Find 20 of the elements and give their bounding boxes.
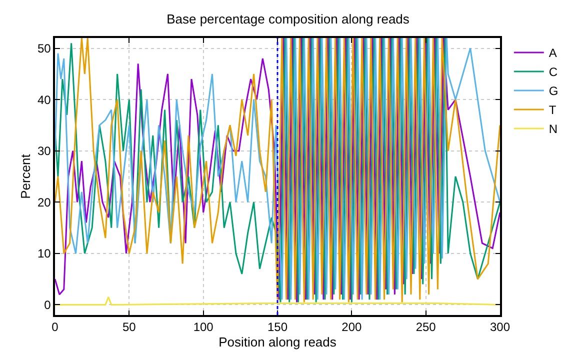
y-tick-label: 20: [37, 195, 52, 210]
y-tick-label: 10: [37, 246, 52, 261]
legend-label: T: [548, 103, 557, 118]
y-tick-label: 0: [44, 298, 52, 312]
legend-label: A: [548, 46, 557, 60]
chart-title: Base percentage composition along reads: [166, 12, 410, 26]
y-tick-label: 40: [37, 92, 52, 107]
legend-label: G: [548, 84, 558, 98]
x-tick-label: 200: [342, 320, 362, 334]
x-axis-title: Position along reads: [218, 334, 337, 350]
y-axis-title: Percent: [18, 154, 33, 199]
x-tick-label: 300: [490, 320, 510, 334]
legend-label: N: [548, 122, 558, 136]
x-tick-label: 50: [122, 320, 136, 334]
x-tick-label: 250: [416, 320, 436, 334]
x-tick-label: 100: [193, 320, 214, 334]
x-tick-label: 150: [267, 320, 288, 334]
y-tick-label: 30: [37, 144, 52, 158]
y-tick-label: 50: [37, 41, 52, 56]
legend-label: C: [548, 65, 558, 80]
